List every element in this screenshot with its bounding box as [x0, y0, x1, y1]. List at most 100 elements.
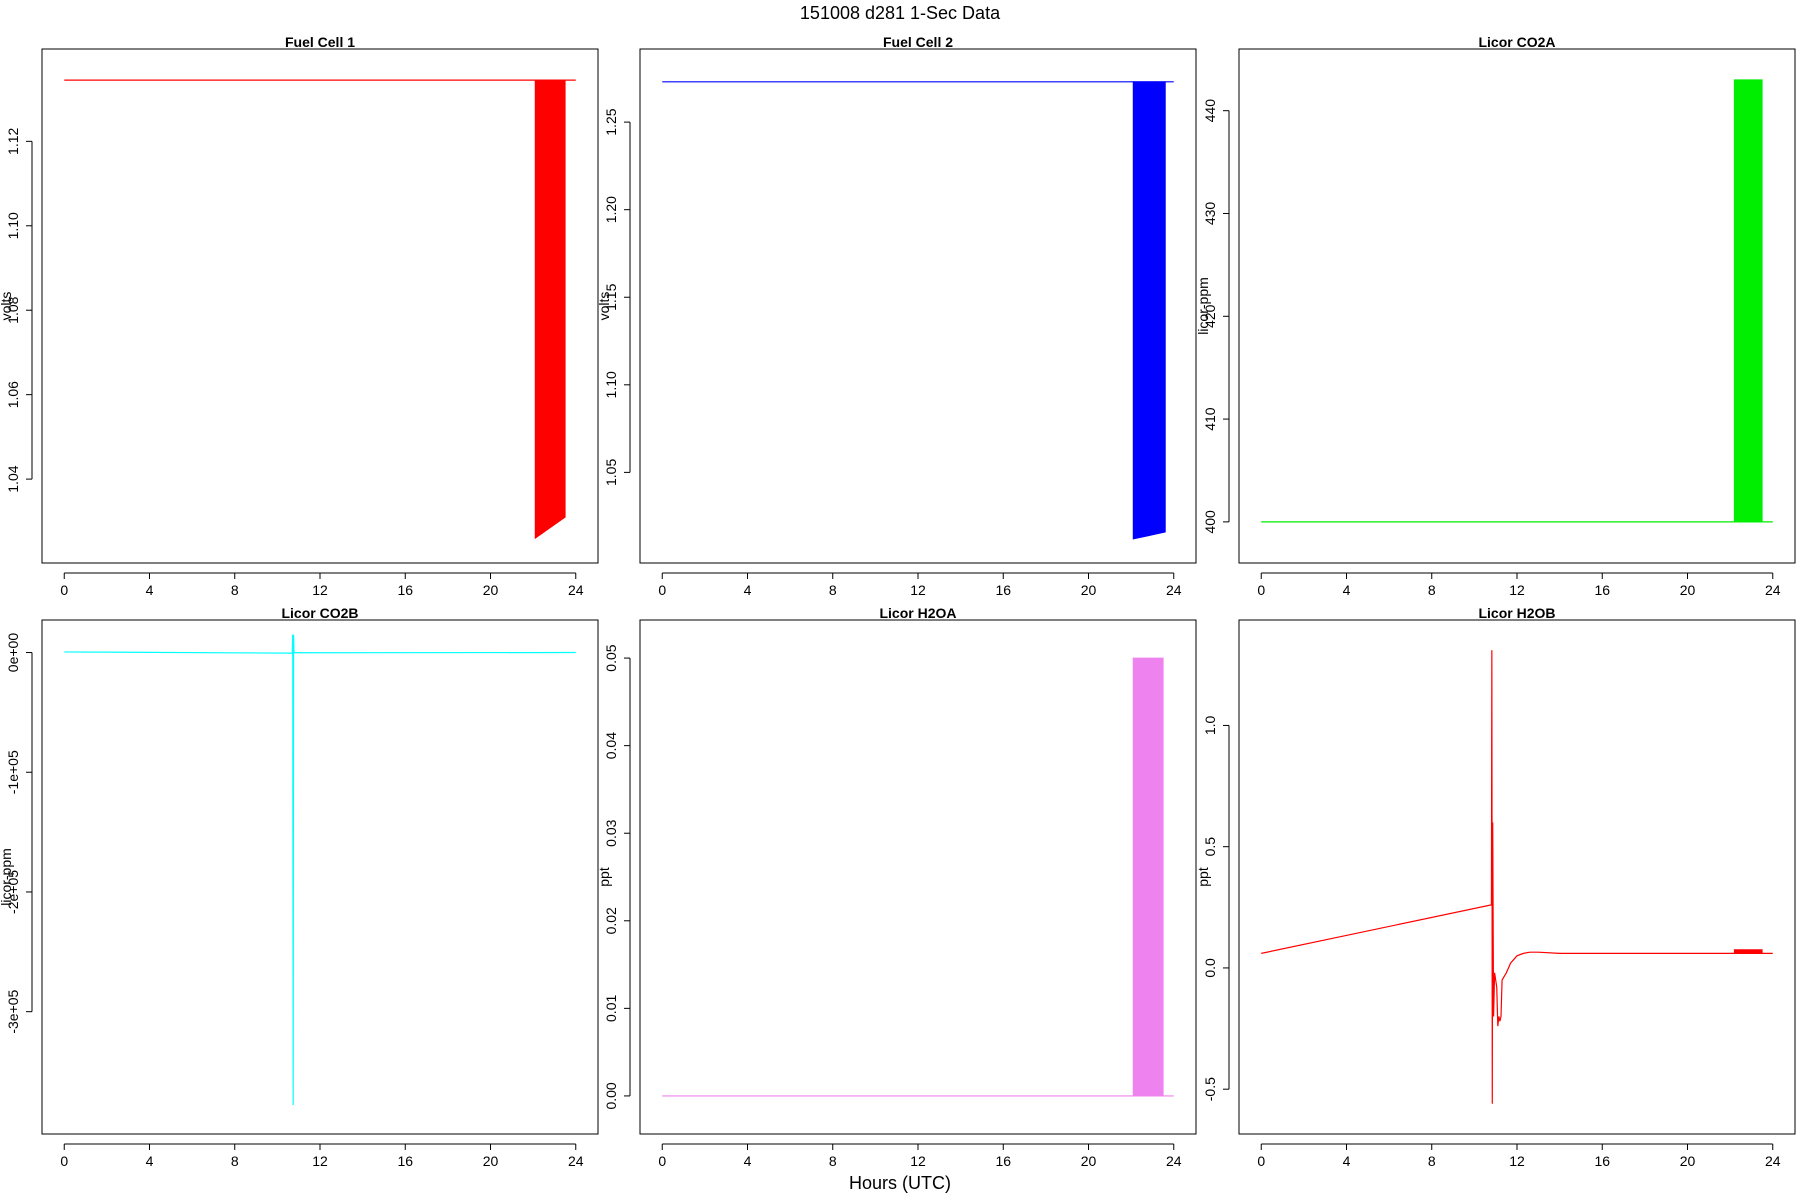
- panel-6: Licor H2OB 0 4 8 12 16 20 24 -0.5 0.0 0.5 1.0 ppt: [1195, 605, 1796, 1169]
- panel-4: Licor CO2B 0 4 8 12 16 20 24 0e+00 -1e+05 -2e+05 -3…: [0, 605, 599, 1169]
- x-tick-label: 8: [231, 1153, 239, 1169]
- y-axis-label: ppt: [1195, 867, 1211, 887]
- y-tick-label: 0e+00: [5, 633, 21, 673]
- x-tick-label: 12: [312, 582, 328, 598]
- y-tick-label: 1.20: [603, 196, 619, 223]
- plot-frame: [639, 48, 1197, 564]
- y-tick-label: -3e+05: [5, 989, 21, 1033]
- figure-title: 151008 d281 1-Sec Data: [800, 3, 1001, 23]
- panel-title: Fuel Cell 1: [285, 34, 355, 50]
- x-tick-label: 12: [910, 1153, 926, 1169]
- x-tick-label: 16: [1594, 1153, 1610, 1169]
- x-tick-label: 0: [658, 1153, 666, 1169]
- x-tick-label: 24: [1765, 582, 1781, 598]
- y-tick-label: 1.15: [603, 283, 619, 310]
- y-axis-label: volts: [0, 292, 14, 321]
- data-line: [64, 634, 576, 1106]
- y-axis-label: licor-ppm: [0, 848, 14, 906]
- x-tick-label: 20: [483, 1153, 499, 1169]
- x-tick-label: 8: [231, 582, 239, 598]
- y-tick-label: 0.5: [1202, 837, 1218, 857]
- plot-area: [1261, 79, 1773, 523]
- y-tick-label: 430: [1202, 202, 1218, 226]
- x-tick-label: 4: [744, 1153, 752, 1169]
- y-tick-label: 1.10: [5, 212, 21, 239]
- data-band: [1132, 81, 1166, 540]
- panel-title: Licor H2OA: [879, 605, 956, 621]
- y-tick-label: 1.25: [603, 108, 619, 135]
- panel-title: Licor CO2B: [281, 605, 358, 621]
- panel-title: Licor H2OB: [1478, 605, 1555, 621]
- x-tick-label: 8: [1428, 582, 1436, 598]
- plot-frame: [41, 619, 599, 1135]
- data-band: [1132, 657, 1164, 1097]
- data-band: [1733, 79, 1763, 523]
- y-tick-label: 1.06: [5, 381, 21, 408]
- plot-area: [64, 634, 576, 1106]
- panel-1: Fuel Cell 1 0 4 8 12 16 20 24 1.04 1.06 1.08 1.10 1.…: [0, 34, 599, 598]
- plot-area: [662, 81, 1174, 540]
- x-tick-label: 4: [146, 1153, 154, 1169]
- x-tick-label: 24: [568, 582, 584, 598]
- x-tick-label: 8: [1428, 1153, 1436, 1169]
- y-tick-label: 0.00: [603, 1082, 619, 1109]
- plot-frame: [1238, 619, 1796, 1135]
- x-tick-label: 24: [1765, 1153, 1781, 1169]
- y-tick-label: 440: [1202, 99, 1218, 123]
- y-tick-label: 0.0: [1202, 958, 1218, 978]
- x-tick-label: 16: [397, 582, 413, 598]
- panels: Fuel Cell 10 4 8 12 16 20 241.041.061.081.101.…: [0, 34, 1796, 1169]
- plot-frame: [1238, 48, 1796, 564]
- y-tick-label: 1.04: [5, 465, 21, 492]
- x-tick-label: 20: [1680, 1153, 1696, 1169]
- figure-xlabel: Hours (UTC): [849, 1173, 951, 1193]
- x-tick-label: 16: [397, 1153, 413, 1169]
- x-tick-label: 0: [60, 1153, 68, 1169]
- y-tick-label: 0.05: [603, 644, 619, 671]
- x-tick-label: 4: [1343, 582, 1351, 598]
- y-axis-label: ppt: [596, 867, 612, 887]
- x-tick-label: 20: [483, 582, 499, 598]
- x-tick-label: 8: [829, 582, 837, 598]
- x-tick-label: 4: [146, 582, 154, 598]
- y-tick-label: 420: [1202, 304, 1218, 328]
- plot-area: [64, 79, 576, 540]
- y-tick-label: 410: [1202, 407, 1218, 431]
- x-tick-label: 16: [995, 1153, 1011, 1169]
- x-tick-label: 20: [1081, 582, 1097, 598]
- y-tick-label: 400: [1202, 510, 1218, 534]
- x-tick-label: 12: [1509, 582, 1525, 598]
- panel-2: Fuel Cell 2 0 4 8 12 16 20 24 1.05 1.10 1.15 1.20 1.…: [596, 34, 1197, 598]
- x-tick-label: 12: [312, 1153, 328, 1169]
- y-tick-label: 0.01: [603, 995, 619, 1022]
- x-tick-label: 0: [1257, 1153, 1265, 1169]
- x-tick-label: 8: [829, 1153, 837, 1169]
- x-tick-label: 16: [995, 582, 1011, 598]
- x-tick-label: 20: [1680, 582, 1696, 598]
- x-tick-label: 12: [1509, 1153, 1525, 1169]
- x-tick-label: 0: [1257, 582, 1265, 598]
- x-tick-label: 24: [568, 1153, 584, 1169]
- y-axis-label: volts: [596, 292, 612, 321]
- y-tick-label: 1.12: [5, 127, 21, 154]
- x-tick-label: 24: [1166, 582, 1182, 598]
- panel-title: Licor CO2A: [1478, 34, 1555, 50]
- plot-area: [662, 657, 1174, 1097]
- x-tick-label: 12: [910, 582, 926, 598]
- y-tick-label: 1.10: [603, 371, 619, 398]
- y-tick-label: 1.08: [5, 296, 21, 323]
- panel-3: Licor CO2A 0 4 8 12 16 20 24 400 410 420 430 440 lico…: [1195, 34, 1796, 598]
- plot-frame: [639, 619, 1197, 1135]
- y-tick-label: 1.0: [1202, 715, 1218, 735]
- y-tick-label: 1.05: [603, 459, 619, 486]
- y-tick-label: -0.5: [1202, 1077, 1218, 1101]
- x-tick-label: 16: [1594, 582, 1610, 598]
- x-tick-label: 4: [744, 582, 752, 598]
- y-tick-label: -2e+05: [5, 870, 21, 914]
- x-tick-label: 0: [658, 582, 666, 598]
- panel-title: Fuel Cell 2: [883, 34, 953, 50]
- x-tick-label: 4: [1343, 1153, 1351, 1169]
- plot-frame: [41, 48, 599, 564]
- y-tick-label: -1e+05: [5, 750, 21, 794]
